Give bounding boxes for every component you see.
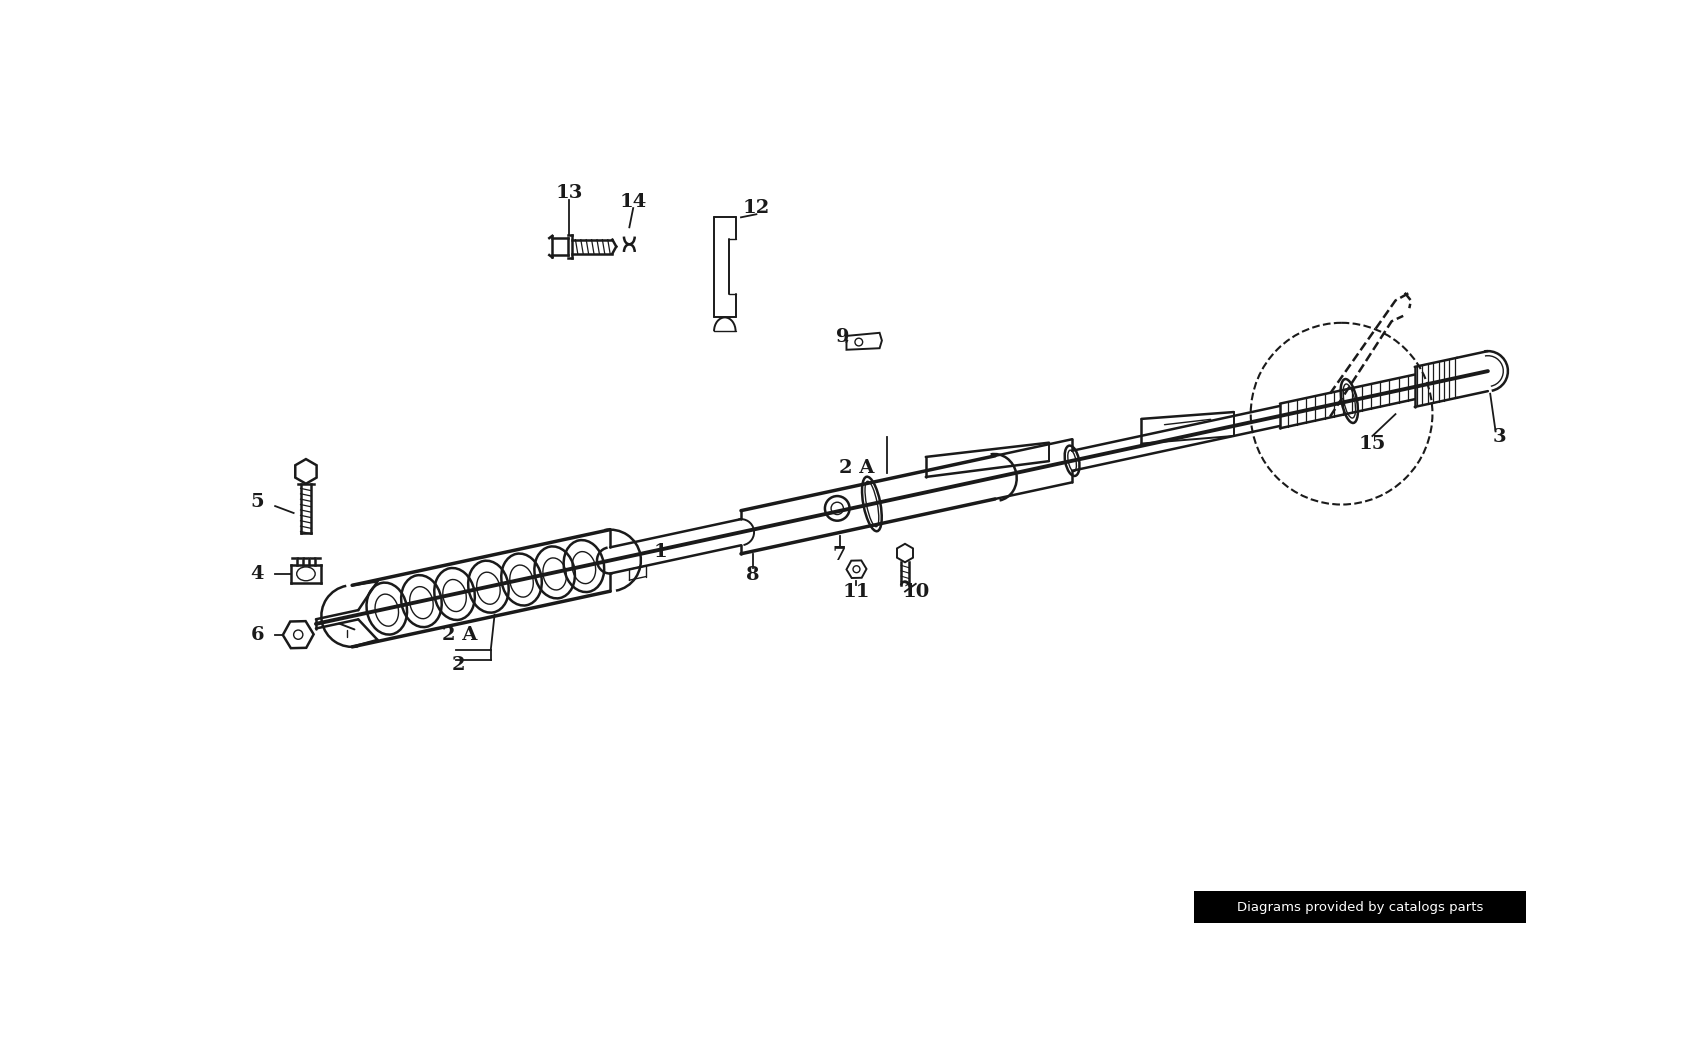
Text: Diagrams provided by catalogs parts: Diagrams provided by catalogs parts <box>1236 900 1483 914</box>
Text: 1: 1 <box>653 543 667 561</box>
Polygon shape <box>846 333 881 350</box>
Text: 2: 2 <box>452 657 465 675</box>
FancyBboxPatch shape <box>1194 891 1526 923</box>
Text: 7: 7 <box>832 545 846 563</box>
Text: 10: 10 <box>902 583 929 602</box>
Text: 11: 11 <box>842 583 870 602</box>
Text: 4: 4 <box>251 565 264 583</box>
Text: 12: 12 <box>743 199 771 218</box>
Text: 14: 14 <box>619 193 646 211</box>
Text: 15: 15 <box>1359 435 1386 454</box>
Text: 5: 5 <box>251 493 264 511</box>
Text: 2 A: 2 A <box>839 459 875 477</box>
Text: 9: 9 <box>835 328 849 346</box>
Text: 3: 3 <box>1492 428 1506 446</box>
Text: 6: 6 <box>251 626 264 643</box>
Text: 13: 13 <box>556 183 583 202</box>
Text: 2 A: 2 A <box>442 626 477 643</box>
Text: 8: 8 <box>745 566 759 584</box>
